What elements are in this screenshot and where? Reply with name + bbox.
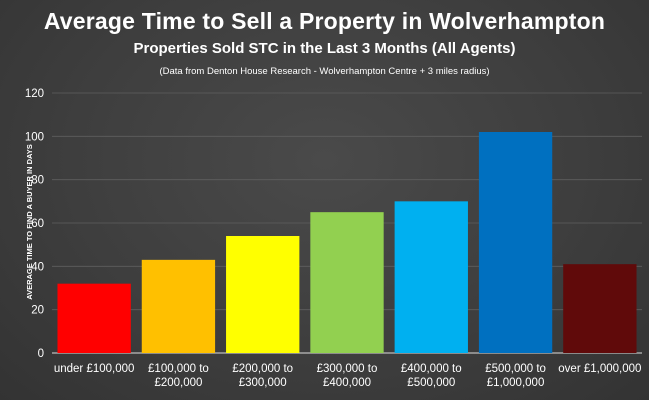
y-tick-label: 0 [38, 348, 44, 360]
x-tick-label: under £100,000 [54, 363, 135, 375]
y-axis-ticks: 0 20 40 60 80 100 120 [25, 88, 44, 360]
x-tick-label: £300,000 [239, 377, 287, 389]
x-tick-label: £500,000 to [485, 363, 546, 375]
bar [226, 236, 300, 353]
bar [563, 264, 637, 353]
x-tick-label: £400,000 to [401, 363, 462, 375]
data-source-note: (Data from Denton House Research - Wolve… [159, 66, 490, 77]
x-tick-label: £400,000 [323, 377, 371, 389]
bar [394, 201, 468, 353]
x-tick-label: £1,000,000 [487, 377, 545, 389]
chart-subtitle: Properties Sold STC in the Last 3 Months… [133, 40, 516, 57]
bars [57, 132, 637, 353]
bar [57, 283, 131, 353]
y-tick-label: 20 [31, 305, 44, 317]
x-tick-label: £500,000 [407, 377, 455, 389]
x-tick-label: £300,000 to [317, 363, 378, 375]
y-axis-label: AVERAGE TIME TO FIND A BUYER IN DAYS [25, 144, 34, 300]
y-tick-label: 120 [25, 88, 44, 100]
y-tick-label: 40 [31, 261, 44, 273]
y-tick-label: 80 [31, 175, 44, 187]
x-axis-ticks: under £100,000 £100,000 to £200,000 £200,00… [54, 363, 642, 389]
bar [310, 212, 384, 353]
y-tick-label: 60 [31, 218, 44, 230]
x-tick-label: £200,000 to [232, 363, 293, 375]
x-tick-label: over £1,000,000 [558, 363, 641, 375]
y-tick-label: 100 [25, 131, 44, 143]
x-tick-label: £200,000 [154, 377, 202, 389]
bar [141, 259, 216, 353]
bar [478, 132, 553, 353]
x-tick-label: £100,000 to [148, 363, 209, 375]
chart-title: Average Time to Sell a Property in Wolve… [43, 8, 606, 34]
